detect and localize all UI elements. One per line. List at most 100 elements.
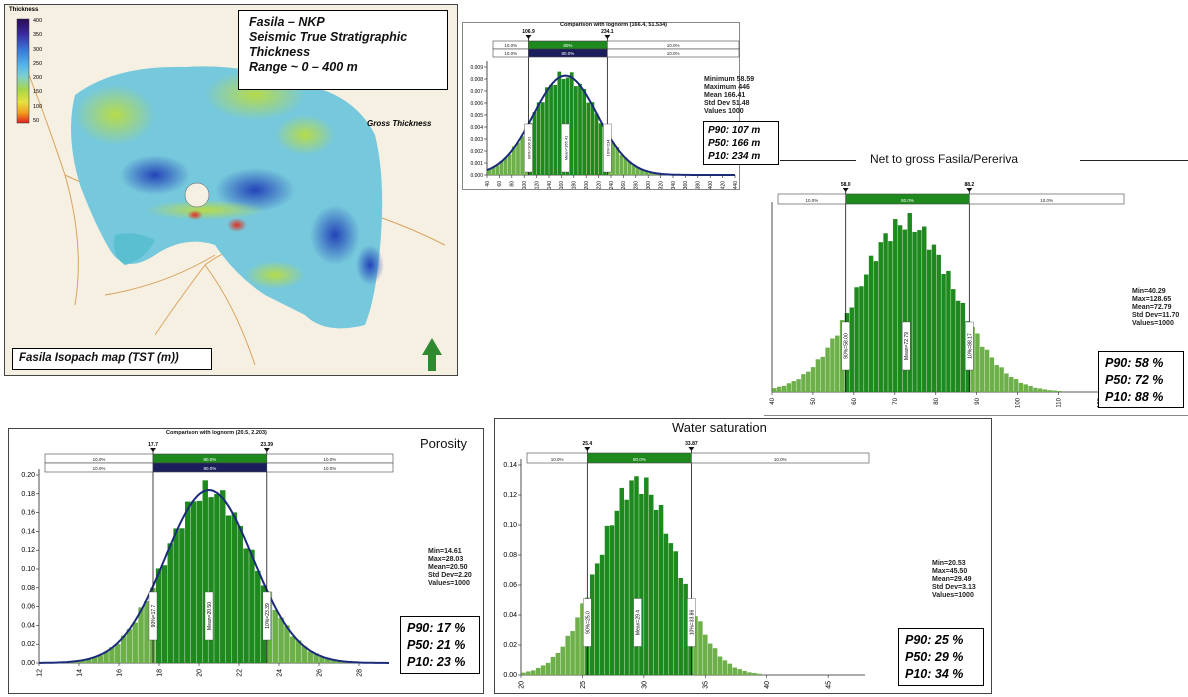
histogram-bar: [619, 154, 624, 175]
stat-line: Std Dev=11.70: [1132, 312, 1180, 319]
band-label: 10.0%: [667, 51, 680, 56]
x-tick-label: 40: [485, 181, 491, 187]
y-tick-label: 0.001: [470, 161, 483, 167]
x-tick-label: 340: [671, 181, 677, 190]
x-tick-label: 240: [609, 181, 615, 190]
x-tick-label: 35: [703, 681, 710, 689]
histogram-bar: [678, 577, 683, 675]
chart-svg: 25.4 33.87 10.0% 80.0% 10.0% 90%=25.0 Mean=29.…: [503, 441, 870, 689]
isopach-map: [16, 18, 446, 371]
chart-svg: 17.7 23.39 10.0% 80.0% 10.0% 10.0% 80.0% 10.0% 9…: [21, 442, 394, 677]
x-tick-label: 320: [658, 181, 664, 190]
vertical-label-box: [262, 591, 271, 641]
vertical-label-box: [841, 321, 850, 371]
vertical-label: 90%=25.0: [583, 598, 592, 647]
percentile-marker: [842, 188, 849, 192]
p90-value: P90: 58 %: [1105, 356, 1164, 370]
map-title-box: Fasila – NKP Seismic True Stratigraphic …: [238, 10, 448, 90]
histogram-bar: [557, 71, 562, 175]
histogram-bar: [946, 270, 951, 392]
legend-tick-label: 400: [33, 18, 43, 24]
vertical-label: Mean=29.4: [633, 598, 642, 647]
histogram-bar: [550, 656, 556, 675]
histogram-bar: [249, 549, 255, 663]
water-saturation-p-values: P90: 25 % P50: 29 % P10: 34 %: [898, 628, 984, 686]
histogram-bar: [138, 607, 144, 663]
histogram-bar: [627, 161, 632, 175]
x-tick-label: 20: [518, 681, 525, 689]
x-tick-label: 20: [196, 669, 203, 677]
histogram-bar: [531, 670, 536, 675]
band-right: [969, 193, 1125, 205]
y-tick-label: 0.00: [503, 672, 517, 679]
vertical-label-text: Mean=20.50: [207, 602, 213, 630]
band-label: 80.0%: [562, 51, 575, 56]
histogram-bar: [290, 636, 296, 663]
histogram-bar: [644, 171, 648, 175]
histogram-bar: [208, 497, 214, 663]
x-tick-label: 22: [236, 669, 243, 677]
y-tick-label: 0.04: [503, 612, 517, 619]
histogram-bar: [237, 525, 243, 663]
histogram-bar: [1042, 389, 1048, 392]
histogram-bar: [652, 173, 657, 175]
x-tick-label: 100: [522, 181, 528, 190]
histogram-bar: [951, 289, 956, 392]
histogram-bar: [663, 533, 669, 675]
histogram-bar: [255, 570, 261, 663]
y-tick-label: 0.10: [21, 566, 35, 573]
histogram-bar: [520, 136, 524, 175]
legend-ticks: 400 350 300 250 200 150 100 50: [33, 18, 53, 128]
histogram-bar: [742, 670, 747, 675]
histogram-bar: [1023, 384, 1028, 392]
y-tick-label: 0.10: [503, 522, 517, 529]
band-label: 10.0%: [1040, 198, 1053, 203]
vertical-label: 10%=23.39: [262, 591, 271, 641]
histogram-bar: [173, 528, 179, 663]
histogram-bar: [810, 367, 816, 392]
histogram-bar: [926, 249, 932, 392]
histogram-bar: [103, 651, 109, 663]
percentile-top-label: 58.0: [841, 182, 851, 188]
y-tick-label: 0.14: [503, 462, 517, 469]
p50-value: P50: 29 %: [905, 650, 964, 664]
vertical-label-text: 90%=25.0: [585, 611, 591, 634]
histogram-bar: [615, 147, 620, 175]
band-right: [607, 48, 740, 58]
x-tick-label: 40: [770, 397, 776, 404]
legend-title: Thickness: [9, 7, 39, 13]
y-tick-label: 0.20: [21, 472, 35, 479]
percentile-top-label: 234.1: [601, 29, 614, 35]
vertical-label: 10%=88.17: [965, 321, 974, 371]
y-tick-label: 0.000: [470, 173, 483, 179]
histogram-bar: [144, 601, 150, 663]
histogram-bar: [791, 381, 796, 392]
vertical-label: 90%=58.00: [841, 321, 850, 371]
band-label: 10.0%: [93, 466, 106, 471]
p90-value: P90: 17 %: [407, 621, 466, 635]
ntg-stats: Min=40.29 Max=128.65 Mean=72.79 Std Dev=…: [1132, 288, 1179, 328]
histogram-bar: [999, 367, 1004, 392]
x-tick-label: 220: [596, 181, 602, 190]
y-tick-label: 0.04: [21, 622, 35, 629]
y-tick-label: 0.003: [470, 137, 483, 143]
vertical-label-box: [561, 123, 570, 173]
percentile-top-label: 88.2: [964, 182, 974, 188]
x-tick-label: 80: [934, 397, 940, 404]
histogram-bar: [97, 655, 103, 663]
vertical-label-box: [524, 123, 533, 173]
histogram-bar: [574, 86, 578, 175]
histogram-bar: [307, 651, 313, 663]
histogram-bar: [854, 287, 859, 392]
band-label: 80.0%: [204, 457, 217, 462]
histogram-bar: [336, 660, 343, 663]
histogram-bar: [624, 499, 629, 675]
histogram-bar: [668, 543, 674, 675]
x-tick-label: 280: [634, 181, 640, 190]
vertical-label-text: 10%=234: [605, 139, 610, 157]
histogram-bar: [295, 640, 302, 663]
thickness-stats: Minimum 58.59 Maximum 446 Mean 166.41 St…: [704, 76, 754, 116]
histogram-bar: [611, 142, 615, 175]
band-label: 10.0%: [324, 466, 337, 471]
map-title-line: Range ~ 0 – 400 m: [249, 60, 358, 74]
